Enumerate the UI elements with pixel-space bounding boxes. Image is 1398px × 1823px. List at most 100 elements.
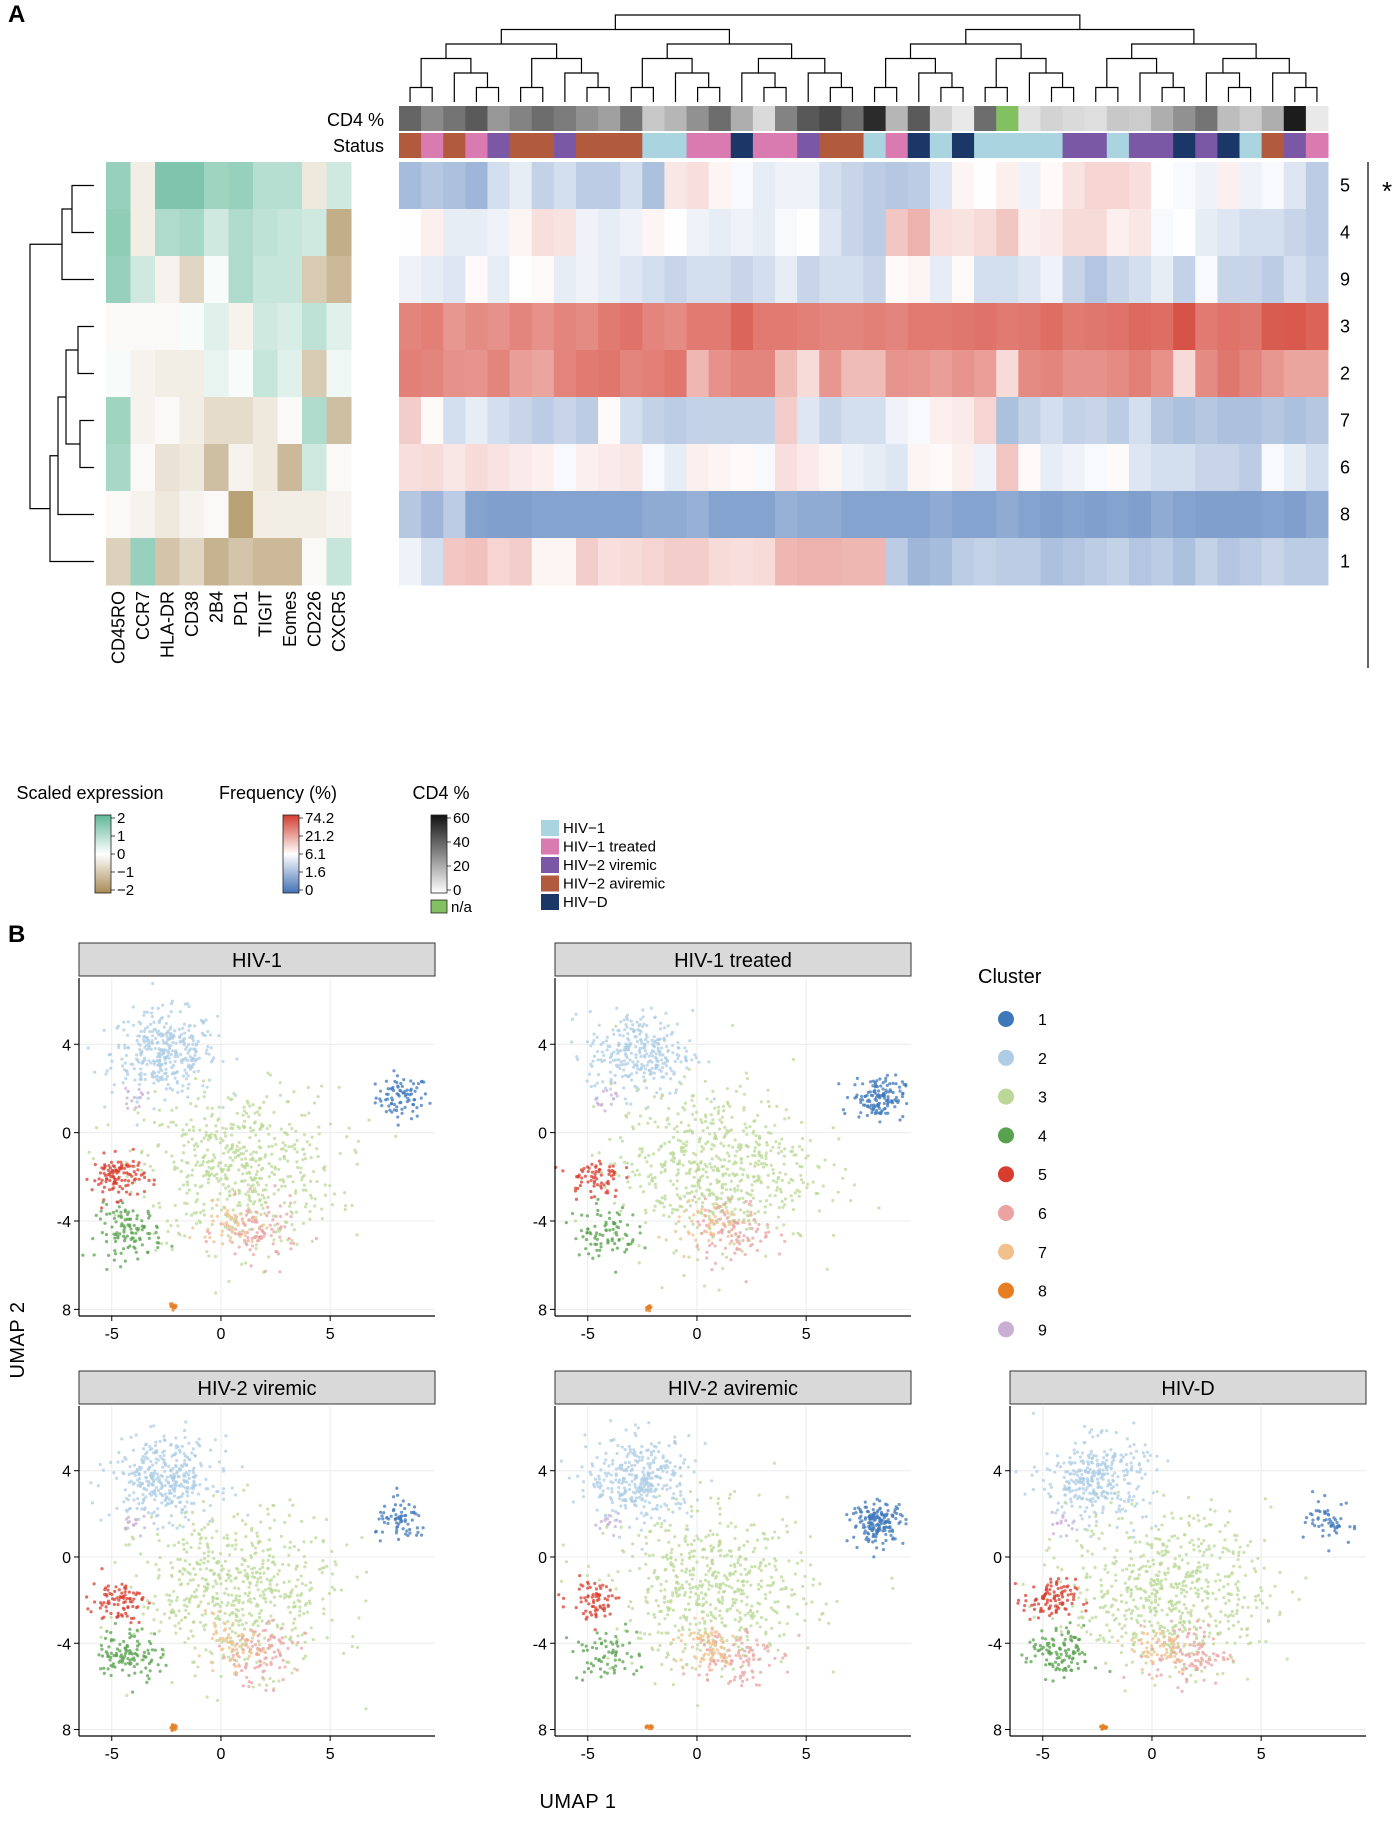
umap-point-cluster-7	[197, 1654, 201, 1658]
expression-cell	[228, 303, 254, 351]
umap-point-cluster-3	[182, 1603, 187, 1607]
umap-point-cluster-3	[292, 1228, 296, 1232]
frequency-cell	[863, 303, 887, 351]
umap-point-cluster-3	[142, 1605, 146, 1609]
umap-point-cluster-2	[190, 1491, 194, 1495]
umap-point-cluster-2	[617, 1058, 621, 1062]
umap-point-cluster-2	[187, 1518, 191, 1522]
facet-points	[554, 1006, 909, 1313]
umap-point-cluster-1	[410, 1518, 414, 1522]
umap-point-cluster-1	[878, 1120, 882, 1124]
umap-point-cluster-3	[293, 1191, 298, 1195]
umap-point-cluster-3	[225, 1533, 229, 1537]
umap-point-cluster-5	[573, 1189, 578, 1193]
expression-cell	[204, 256, 229, 304]
umap-point-cluster-3	[367, 1118, 371, 1122]
umap-point-cluster-4	[128, 1627, 132, 1631]
frequency-cell	[1018, 444, 1041, 492]
umap-point-cluster-4	[160, 1647, 164, 1651]
umap-point-cluster-4	[595, 1248, 599, 1252]
umap-point-cluster-5	[132, 1178, 136, 1182]
umap-point-cluster-3	[166, 1229, 170, 1234]
umap-point-cluster-3	[216, 1614, 220, 1618]
umap-point-cluster-3	[295, 1242, 299, 1246]
umap-facet: HIV-1-5 0 540-48	[57, 942, 436, 1343]
umap-point-cluster-2	[162, 1453, 166, 1458]
frequency-cell	[1084, 350, 1108, 398]
umap-point-cluster-4	[596, 1208, 600, 1213]
umap-point-cluster-3	[656, 1125, 660, 1129]
umap-point-cluster-5	[122, 1596, 126, 1600]
umap-point-cluster-2	[140, 1460, 145, 1464]
frequency-cell	[1173, 350, 1196, 398]
umap-point-cluster-3	[183, 1559, 188, 1563]
umap-point-cluster-2	[152, 1081, 156, 1085]
frequency-cell	[531, 444, 555, 492]
umap-point-cluster-3	[662, 1205, 666, 1209]
umap-point-cluster-2	[592, 1032, 596, 1036]
expression-cell	[179, 491, 205, 539]
umap-point-cluster-6	[279, 1227, 283, 1231]
umap-point-cluster-4	[593, 1236, 597, 1240]
status-cell	[775, 133, 798, 158]
umap-point-cluster-3	[357, 1616, 361, 1620]
umap-point-cluster-3	[202, 1628, 207, 1632]
expression-cell	[204, 303, 229, 351]
frequency-cell	[598, 256, 621, 304]
umap-point-cluster-3	[266, 1566, 270, 1571]
umap-point-cluster-2	[162, 1025, 167, 1029]
umap-point-cluster-2	[638, 1028, 642, 1033]
umap-point-cluster-3	[264, 1183, 268, 1187]
umap-point-cluster-3	[154, 1248, 158, 1252]
umap-point-cluster-2	[169, 1484, 173, 1488]
status-cell	[443, 133, 466, 158]
umap-point-cluster-3	[701, 1129, 705, 1133]
umap-point-cluster-1	[399, 1510, 404, 1514]
umap-point-cluster-3	[231, 1126, 235, 1131]
expression-cell	[204, 162, 229, 210]
umap-point-cluster-7	[712, 1232, 716, 1236]
umap-point-cluster-2	[664, 1011, 668, 1015]
umap-point-cluster-3	[751, 1153, 755, 1157]
umap-point-cluster-3	[726, 1102, 730, 1106]
umap-point-cluster-3	[744, 1071, 748, 1075]
umap-point-cluster-3	[206, 1554, 210, 1558]
frequency-legend-title: Frequency (%)	[219, 783, 337, 803]
umap-point-cluster-3	[255, 1531, 259, 1535]
cd4-annotation-row	[399, 106, 1329, 131]
umap-point-cluster-3	[735, 1149, 739, 1153]
umap-point-cluster-3	[278, 1594, 283, 1598]
frequency-cell	[1173, 162, 1196, 210]
umap-point-cluster-2	[184, 1486, 188, 1490]
umap-point-cluster-6	[277, 1666, 282, 1670]
umap-point-cluster-3	[190, 1213, 194, 1217]
umap-point-cluster-2	[204, 1018, 208, 1022]
status-cell	[598, 133, 621, 158]
umap-point-cluster-3	[337, 1085, 341, 1089]
umap-point-cluster-3	[193, 1148, 197, 1152]
umap-point-cluster-2	[165, 1475, 169, 1479]
umap-point-cluster-3	[212, 1556, 216, 1561]
frequency-cell	[797, 444, 820, 492]
umap-point-cluster-3	[194, 1200, 198, 1204]
umap-point-cluster-6	[247, 1208, 251, 1212]
umap-point-cluster-1	[420, 1079, 424, 1084]
umap-point-cluster-2	[151, 1029, 155, 1033]
umap-point-cluster-5	[98, 1601, 103, 1605]
cd4-legend-tick-label: 0	[453, 882, 461, 899]
umap-point-cluster-3	[270, 1590, 274, 1594]
frequency-cell	[443, 162, 466, 210]
umap-point-cluster-1	[400, 1514, 404, 1518]
umap-point-cluster-3	[310, 1196, 314, 1200]
umap-point-cluster-3	[207, 1550, 211, 1554]
umap-point-cluster-6	[222, 1656, 226, 1660]
umap-point-cluster-3	[202, 1594, 206, 1598]
umap-point-cluster-4	[119, 1215, 124, 1220]
umap-point-cluster-3	[257, 1683, 262, 1687]
umap-point-cluster-3	[272, 1136, 277, 1141]
expression-cell	[179, 350, 205, 398]
umap-point-cluster-3	[721, 1172, 725, 1176]
umap-point-cluster-3	[294, 1584, 298, 1588]
facet-x-tick-label: -5	[581, 1326, 595, 1343]
umap-point-cluster-6	[235, 1642, 239, 1646]
